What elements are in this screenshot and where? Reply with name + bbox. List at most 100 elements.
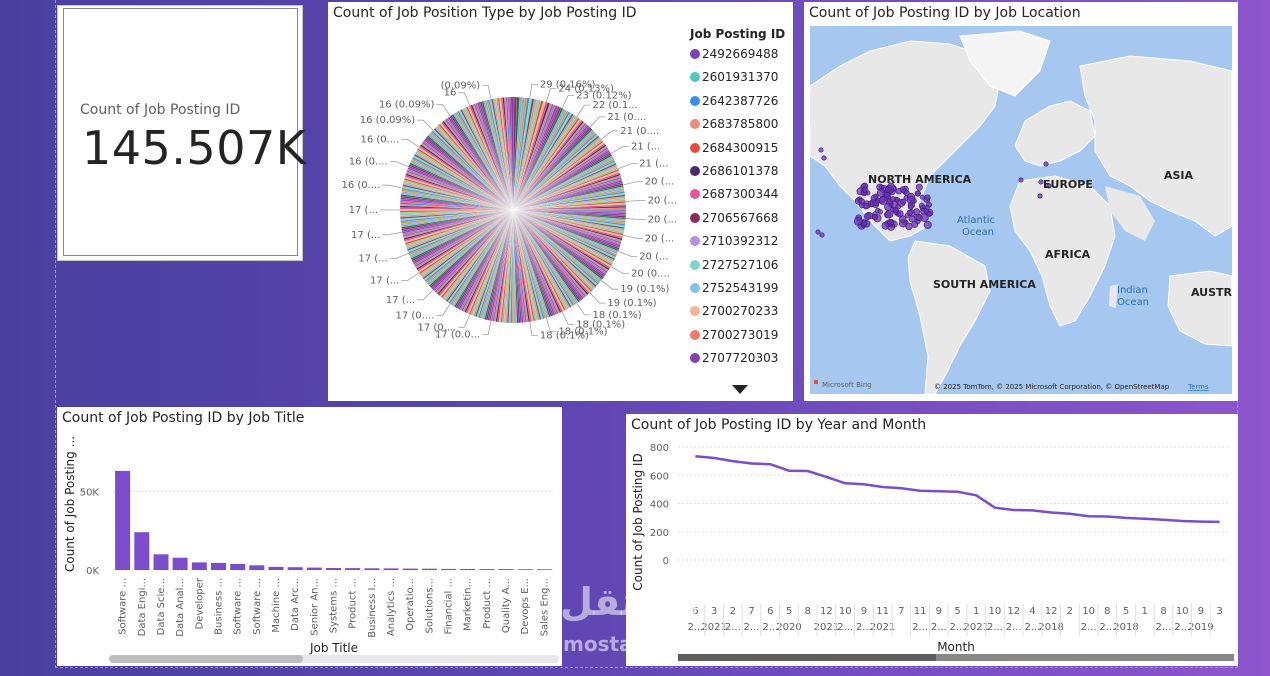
- legend-item[interactable]: 2707720303: [690, 351, 778, 365]
- map-bubble[interactable]: [881, 221, 890, 230]
- map-bubble[interactable]: [858, 202, 865, 209]
- bar[interactable]: [441, 568, 457, 570]
- bar[interactable]: [211, 562, 226, 570]
- bar-chart[interactable]: 0K 50K Software ... Data Engi... Data Scie..…: [57, 407, 562, 666]
- map-bubble[interactable]: [877, 209, 883, 215]
- line-series[interactable]: [695, 454, 1220, 524]
- bar[interactable]: [268, 566, 284, 570]
- map-bubble[interactable]: [853, 217, 863, 226]
- map-bubble[interactable]: [1046, 183, 1052, 189]
- map-bubble[interactable]: [914, 190, 921, 197]
- map-bubble[interactable]: [913, 208, 921, 216]
- legend-dot-icon: [690, 95, 700, 106]
- map-bubble[interactable]: [907, 203, 914, 210]
- legend-item[interactable]: 2710392312: [690, 234, 778, 248]
- bar[interactable]: [364, 568, 380, 570]
- map-bubble[interactable]: [873, 193, 879, 199]
- bar[interactable]: [421, 568, 437, 570]
- legend-item[interactable]: 2686101378: [690, 164, 778, 178]
- legend-item[interactable]: 2752543199: [690, 281, 778, 295]
- map-bubble[interactable]: [1018, 177, 1024, 183]
- pie-leader-line: [623, 181, 643, 186]
- map-visual[interactable]: Count of Job Posting ID by Job Location …: [804, 2, 1238, 401]
- map-bubble[interactable]: [900, 198, 907, 205]
- legend-item[interactable]: 2492669488: [690, 47, 778, 61]
- pie-slice[interactable]: [509, 96, 514, 211]
- line-chart-scroll-thumb[interactable]: [678, 654, 936, 661]
- bar[interactable]: [383, 568, 399, 570]
- legend-item[interactable]: 2706567668: [690, 211, 778, 225]
- map-bubbles[interactable]: [815, 147, 1052, 238]
- bar[interactable]: [345, 568, 361, 570]
- bar[interactable]: [460, 569, 476, 570]
- map-terms-link[interactable]: Terms: [1187, 383, 1209, 391]
- map-bubble[interactable]: [915, 214, 923, 222]
- map-bubble[interactable]: [915, 183, 923, 191]
- map-bubble[interactable]: [884, 203, 892, 211]
- bar[interactable]: [134, 532, 150, 570]
- pie-slice-label: 17 (0....: [396, 311, 435, 322]
- legend-item[interactable]: 2700273019: [690, 328, 778, 342]
- bar[interactable]: [326, 568, 341, 570]
- bar[interactable]: [517, 569, 533, 570]
- bar[interactable]: [230, 564, 246, 570]
- line-chart-visual[interactable]: Count of Job Posting ID by Year and Mont…: [626, 414, 1238, 666]
- line-chart-scrollbar[interactable]: [678, 654, 1234, 661]
- bar[interactable]: [172, 557, 188, 570]
- legend-item[interactable]: 2727527106: [690, 258, 778, 272]
- map-bubble[interactable]: [905, 222, 913, 230]
- legend-scroll-down-icon[interactable]: [732, 385, 748, 394]
- bar[interactable]: [115, 470, 131, 570]
- legend-item[interactable]: 2683785800: [690, 117, 778, 131]
- legend-item[interactable]: 2601931370: [690, 70, 778, 84]
- map-bubble[interactable]: [923, 208, 930, 214]
- map-bubble[interactable]: [1043, 161, 1049, 167]
- legend-item[interactable]: 2642387726: [690, 94, 778, 108]
- map-canvas[interactable]: NORTH AMERICA EUROPE ASIA AFRICA SOUTH A…: [810, 26, 1232, 394]
- map-bubble[interactable]: [896, 210, 904, 218]
- map-bubble[interactable]: [904, 213, 910, 219]
- map-bubble[interactable]: [889, 196, 896, 202]
- map-bubble[interactable]: [887, 182, 895, 190]
- map-bubble[interactable]: [818, 147, 824, 153]
- line-yaxis-title: Count of Job Posting ID: [631, 453, 645, 590]
- bar-chart-visual[interactable]: Count of Job Posting ID by Job Title 0K 5…: [57, 407, 562, 666]
- map-bubble[interactable]: [887, 219, 894, 226]
- map-bubble[interactable]: [920, 194, 926, 200]
- map-bubble[interactable]: [871, 214, 878, 221]
- kpi-card[interactable]: Count of Job Posting ID 145.507K: [57, 5, 306, 261]
- pie-leader-line: [561, 95, 575, 109]
- legend-item[interactable]: 2700270233: [690, 304, 778, 318]
- legend-item[interactable]: 2687300344: [690, 187, 778, 201]
- pie-chart[interactable]: 29 (0.16%)24 (0.13%)23 (0.12%)22 (0.1...…: [328, 42, 688, 402]
- bar-chart-scroll-thumb[interactable]: [109, 655, 303, 663]
- map-bubble[interactable]: [1037, 193, 1043, 199]
- bar[interactable]: [536, 569, 552, 570]
- bar[interactable]: [249, 565, 265, 570]
- bar[interactable]: [498, 569, 514, 570]
- bar-chart-scrollbar[interactable]: [109, 655, 559, 663]
- map-bubble[interactable]: [1038, 179, 1044, 185]
- bar[interactable]: [402, 568, 418, 570]
- map-bubble[interactable]: [863, 212, 872, 220]
- bar[interactable]: [153, 554, 169, 570]
- map-bubble[interactable]: [884, 210, 894, 219]
- map-bubble[interactable]: [924, 194, 931, 201]
- bar[interactable]: [479, 569, 495, 570]
- map-bubble[interactable]: [815, 229, 821, 235]
- map-bubble[interactable]: [821, 155, 827, 161]
- map-bubble[interactable]: [903, 190, 910, 196]
- map-bubble[interactable]: [862, 186, 869, 193]
- line-chart[interactable]: 020040060080062...3202122...72...62...52…: [626, 414, 1238, 666]
- map-bubble[interactable]: [879, 196, 888, 205]
- map-bubble[interactable]: [892, 206, 899, 213]
- bar[interactable]: [191, 562, 207, 570]
- map-bubble[interactable]: [819, 232, 825, 238]
- bar[interactable]: [287, 567, 303, 570]
- map-bubble[interactable]: [876, 188, 886, 197]
- pie-chart-visual[interactable]: Count of Job Position Type by Job Postin…: [328, 2, 793, 401]
- legend-item[interactable]: 2684300915: [690, 141, 778, 155]
- map-bubble[interactable]: [923, 220, 932, 229]
- bar[interactable]: [306, 567, 322, 570]
- map-bubble[interactable]: [895, 188, 903, 195]
